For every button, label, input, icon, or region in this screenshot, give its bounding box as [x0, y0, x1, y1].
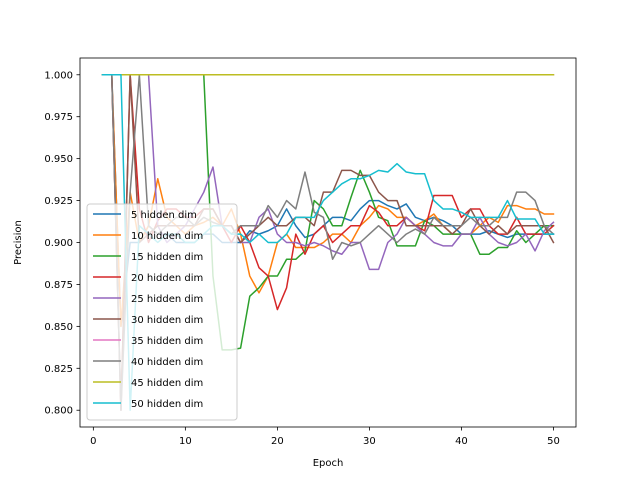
y-tick-label: 0.900	[44, 238, 73, 249]
x-tick-label: 10	[179, 436, 192, 447]
legend-label-2: 10 hidden dim	[131, 231, 203, 242]
x-tick-label: 0	[90, 436, 96, 447]
legend-label-3: 15 hidden dim	[131, 252, 203, 263]
x-tick-label: 40	[455, 436, 468, 447]
x-tick-label: 50	[547, 436, 560, 447]
y-tick-label: 0.825	[44, 364, 73, 375]
x-axis-label: Epoch	[313, 458, 344, 469]
y-tick-label: 0.875	[44, 280, 73, 291]
legend: 5 hidden dim 10 hidden dim 15 hidden dim 20…	[86, 203, 238, 421]
legend-box	[86, 203, 238, 421]
y-axis: 0.800 0.825 0.850 0.875 0.900 0.925 0.950 0.975…	[44, 70, 80, 417]
y-tick-label: 0.800	[44, 406, 73, 417]
x-axis: 0 10 20 30 40 50	[90, 427, 560, 447]
y-axis-label: Precision	[13, 220, 24, 265]
y-tick-label: 0.925	[44, 196, 73, 207]
y-tick-label: 0.950	[44, 154, 73, 165]
legend-label-8: 40 hidden dim	[131, 357, 203, 368]
legend-label-1: 5 hidden dim	[131, 210, 197, 221]
legend-label-10: 50 hidden dim	[131, 399, 203, 410]
x-tick-label: 20	[271, 436, 284, 447]
legend-label-9: 45 hidden dim	[131, 378, 203, 389]
legend-label-6: 30 hidden dim	[131, 315, 203, 326]
legend-label-4: 20 hidden dim	[131, 273, 203, 284]
y-tick-label: 0.850	[44, 322, 73, 333]
legend-label-7: 35 hidden dim	[131, 336, 203, 347]
y-tick-label: 0.975	[44, 112, 73, 123]
y-tick-label: 1.000	[44, 70, 73, 81]
legend-label-5: 25 hidden dim	[131, 294, 203, 305]
x-tick-label: 30	[363, 436, 376, 447]
